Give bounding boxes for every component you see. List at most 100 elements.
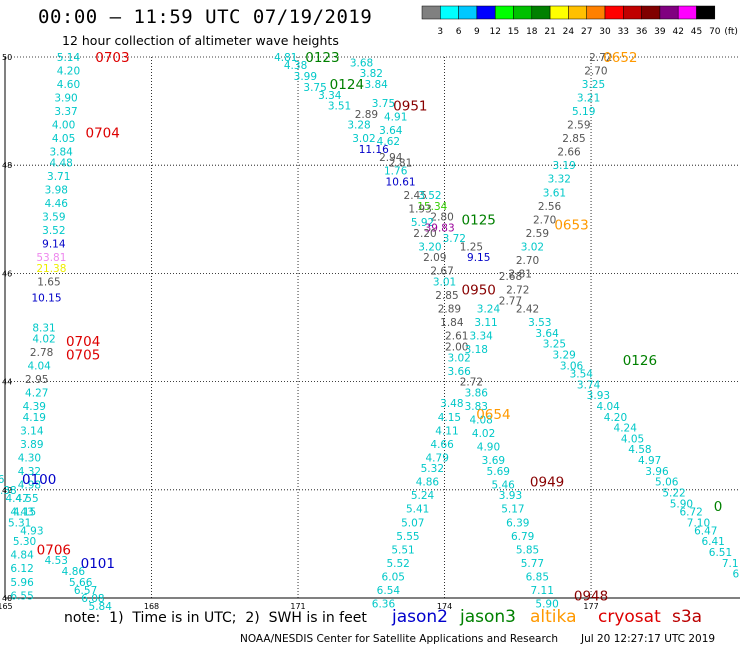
pass-time-label: 0653 <box>554 218 588 234</box>
wave-height-value: 5.41 <box>406 504 429 516</box>
wave-height-value: 3.20 <box>418 241 441 253</box>
wave-height-value: 2.72 <box>506 285 529 297</box>
wave-height-value: 3.02 <box>447 352 470 364</box>
wave-height-value: 3.93 <box>587 390 610 402</box>
legend-swatch <box>494 5 514 20</box>
wave-height-value: 6.36 <box>372 598 396 610</box>
wave-height-value: 5.69 <box>487 466 510 478</box>
wave-height-value: 6.51 <box>709 547 732 559</box>
wave-height-value: 4.86 <box>416 477 440 489</box>
wave-height-value: 5.52 <box>386 558 409 570</box>
legend-tick-label: 45 <box>691 27 702 37</box>
wave-height-value: 6.79 <box>511 531 534 543</box>
pass-time-label: 0703 <box>95 50 129 66</box>
wave-height-value: 4.98 <box>18 479 41 491</box>
longitude-tick-label: 177 <box>583 602 598 611</box>
wave-height-value: 3.66 <box>447 366 471 378</box>
wave-height-value: 3.34 <box>318 90 342 102</box>
wave-height-value: 3.25 <box>582 79 605 91</box>
wave-height-value: 3.59 <box>42 212 65 224</box>
wave-height-value: 4.11 <box>435 425 458 437</box>
pass-time-label: 0101 <box>81 556 115 572</box>
wave-height-value: 4.53 <box>45 555 68 567</box>
legend-swatch <box>549 5 569 20</box>
wave-height-value: 6.12 <box>10 563 33 575</box>
pass-time-label: 0706 <box>37 542 71 558</box>
wave-height-value: 5.84 <box>89 601 113 613</box>
wave-height-value: 3.32 <box>548 174 571 186</box>
wave-height-value: 5.66 <box>69 577 93 589</box>
wave-height-value: 4.05 <box>52 133 75 145</box>
wave-height-value: 2.95 <box>25 374 48 386</box>
wave-height-value: 3.61 <box>543 187 566 199</box>
wave-height-value: 6.41 <box>701 536 724 548</box>
wave-height-value: 1.25 <box>460 241 483 253</box>
legend-swatch <box>476 5 496 20</box>
legend-tick-label: 33 <box>618 27 629 37</box>
wave-height-value: 4.05 <box>621 433 644 445</box>
wave-height-value: 2.72 <box>460 377 483 389</box>
wave-height-value: 9.15 <box>467 252 490 264</box>
satellite-s3a-label: s3a <box>672 607 703 627</box>
wave-height-value: 2.45 <box>404 190 427 202</box>
latitude-tick-label: 50 <box>2 53 12 62</box>
legend-swatch <box>513 5 533 20</box>
wave-height-value: 4.39 <box>23 401 46 413</box>
legend-tick-label: 15 <box>508 27 519 37</box>
wave-height-value: 2.85 <box>562 133 585 145</box>
legend-swatch <box>421 5 441 20</box>
wave-height-value: 5.06 <box>655 477 679 489</box>
legend-swatch <box>604 5 624 20</box>
credit-line: NOAA/NESDIS Center for Satellite Applica… <box>240 633 558 645</box>
wave-height-value: 3.51 <box>328 101 351 113</box>
wave-height-value: 3.72 <box>443 233 466 245</box>
wave-height-value: 5.32 <box>421 463 444 475</box>
legend-tick-label: 42 <box>672 27 683 37</box>
generated-timestamp: Jul 20 12:27:17 UTC 2019 <box>581 633 716 645</box>
wave-height-value: 4.16 <box>0 474 5 486</box>
wave-height-value: 4.02 <box>32 333 55 345</box>
wave-height-value: 5.55 <box>396 531 419 543</box>
color-scale-legend: 3 6 9 12 15 18 21 24 27 30 33 36 39 42 45 70 (ft) <box>421 5 738 37</box>
pass-time-label: 0126 <box>623 353 657 369</box>
wave-height-value: 11.16 <box>359 144 389 156</box>
wave-height-value: 2.80 <box>430 212 453 224</box>
wave-height-value: 4.00 <box>52 120 75 132</box>
wave-height-value: 39.83 <box>425 222 455 234</box>
wave-height-value: 3.19 <box>552 160 575 172</box>
wave-height-value: 2.66 <box>557 147 581 159</box>
wave-height-value: 2.70 <box>584 66 607 78</box>
longitude-tick-label: 165 <box>0 602 13 611</box>
wave-height-value: 6.05 <box>382 571 405 583</box>
pass-time-label: 0652 <box>603 50 637 66</box>
wave-height-value: 2.67 <box>430 266 453 278</box>
pass-time-label: 0123 <box>305 50 339 66</box>
legend-swatch <box>696 5 716 20</box>
legend-tick-label: 21 <box>544 27 555 37</box>
wave-height-value: 4.15 <box>13 506 36 518</box>
wave-height-value: 6.54 <box>377 585 401 597</box>
legend-tick-label: 3 <box>437 27 443 37</box>
wave-height-value: 4.30 <box>18 452 41 464</box>
latitude-tick-label: 40 <box>2 594 12 603</box>
legend-tick-label: 18 <box>526 27 538 37</box>
wave-height-value: 3.14 <box>20 425 44 437</box>
wave-height-value: 4.93 <box>20 525 43 537</box>
wave-height-value: 7.1 <box>722 558 739 570</box>
wave-height-value: 3.64 <box>535 328 559 340</box>
wave-height-value: 3.68 <box>350 57 373 69</box>
wave-height-value: 6.39 <box>506 517 529 529</box>
map-subtitle: 12 hour collection of altimeter wave hei… <box>62 33 339 48</box>
wave-height-value: 3.89 <box>20 439 43 451</box>
wave-height-value: 2.81 <box>509 268 532 280</box>
latitude-tick-label: 42 <box>2 486 12 495</box>
wave-height-value: 4.84 <box>10 550 34 562</box>
wave-height-value: 3.02 <box>521 241 544 253</box>
wave-height-value: 4.58 <box>628 444 651 456</box>
legend-swatch <box>677 5 697 20</box>
wave-height-value: 3.86 <box>465 387 489 399</box>
wave-height-value: 6.55 <box>10 590 33 602</box>
legend-swatch <box>586 5 606 20</box>
wave-height-value: 3.52 <box>418 190 441 202</box>
wave-height-value: 2.94 <box>379 152 403 164</box>
